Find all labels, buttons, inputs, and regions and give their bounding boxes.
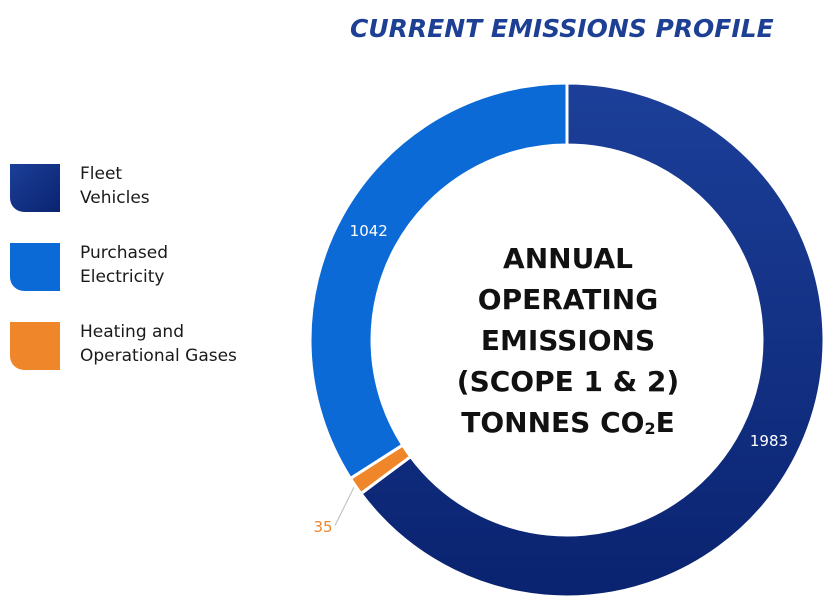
data-label-fleet-vehicles: 1983 xyxy=(750,432,788,450)
legend-label-line: Purchased xyxy=(80,243,168,263)
donut-slice-fleet-vehicles xyxy=(358,81,826,599)
center-label-line-5: TONNES CO2E xyxy=(426,402,710,449)
legend-label-line: Heating and xyxy=(80,322,185,342)
legend-label-line: Vehicles xyxy=(80,188,150,208)
legend-label-heating-gases: Heating and Operational Gases xyxy=(80,320,280,368)
legend-label-line: Fleet xyxy=(80,164,123,184)
center-label-line-2: OPERATING xyxy=(477,283,659,316)
legend-label-purchased-electricity: Purchased Electricity xyxy=(80,241,280,289)
data-label-purchased-electricity: 1042 xyxy=(350,222,388,240)
leader-line xyxy=(334,487,355,526)
center-label-co2-text: TONNES CO xyxy=(461,406,645,439)
center-label-e-text: E xyxy=(655,406,675,439)
donut-slice-purchased-electricity xyxy=(308,81,569,481)
legend-swatch-fleet-vehicles xyxy=(10,164,60,212)
legend-label-line: Electricity xyxy=(80,267,165,287)
center-label: ANNUAL OPERATING EMISSIONS (SCOPE 1 & 2)… xyxy=(426,238,710,449)
center-label-line-3: EMISSIONS xyxy=(480,324,656,357)
center-label-line-1: ANNUAL xyxy=(503,242,633,275)
center-label-subscript: 2 xyxy=(644,419,656,438)
legend-label-line: Operational Gases xyxy=(80,346,237,366)
legend-label-fleet-vehicles: Fleet Vehicles xyxy=(80,162,280,210)
center-label-line-4: (SCOPE 1 & 2) xyxy=(456,365,680,398)
legend-swatch-heating-gases xyxy=(10,322,60,370)
data-label-heating-and-operational-gases: 35 xyxy=(313,518,332,536)
chart-title: CURRENT EMISSIONS PROFILE xyxy=(350,14,774,43)
legend-swatch-purchased-electricity xyxy=(10,243,60,291)
